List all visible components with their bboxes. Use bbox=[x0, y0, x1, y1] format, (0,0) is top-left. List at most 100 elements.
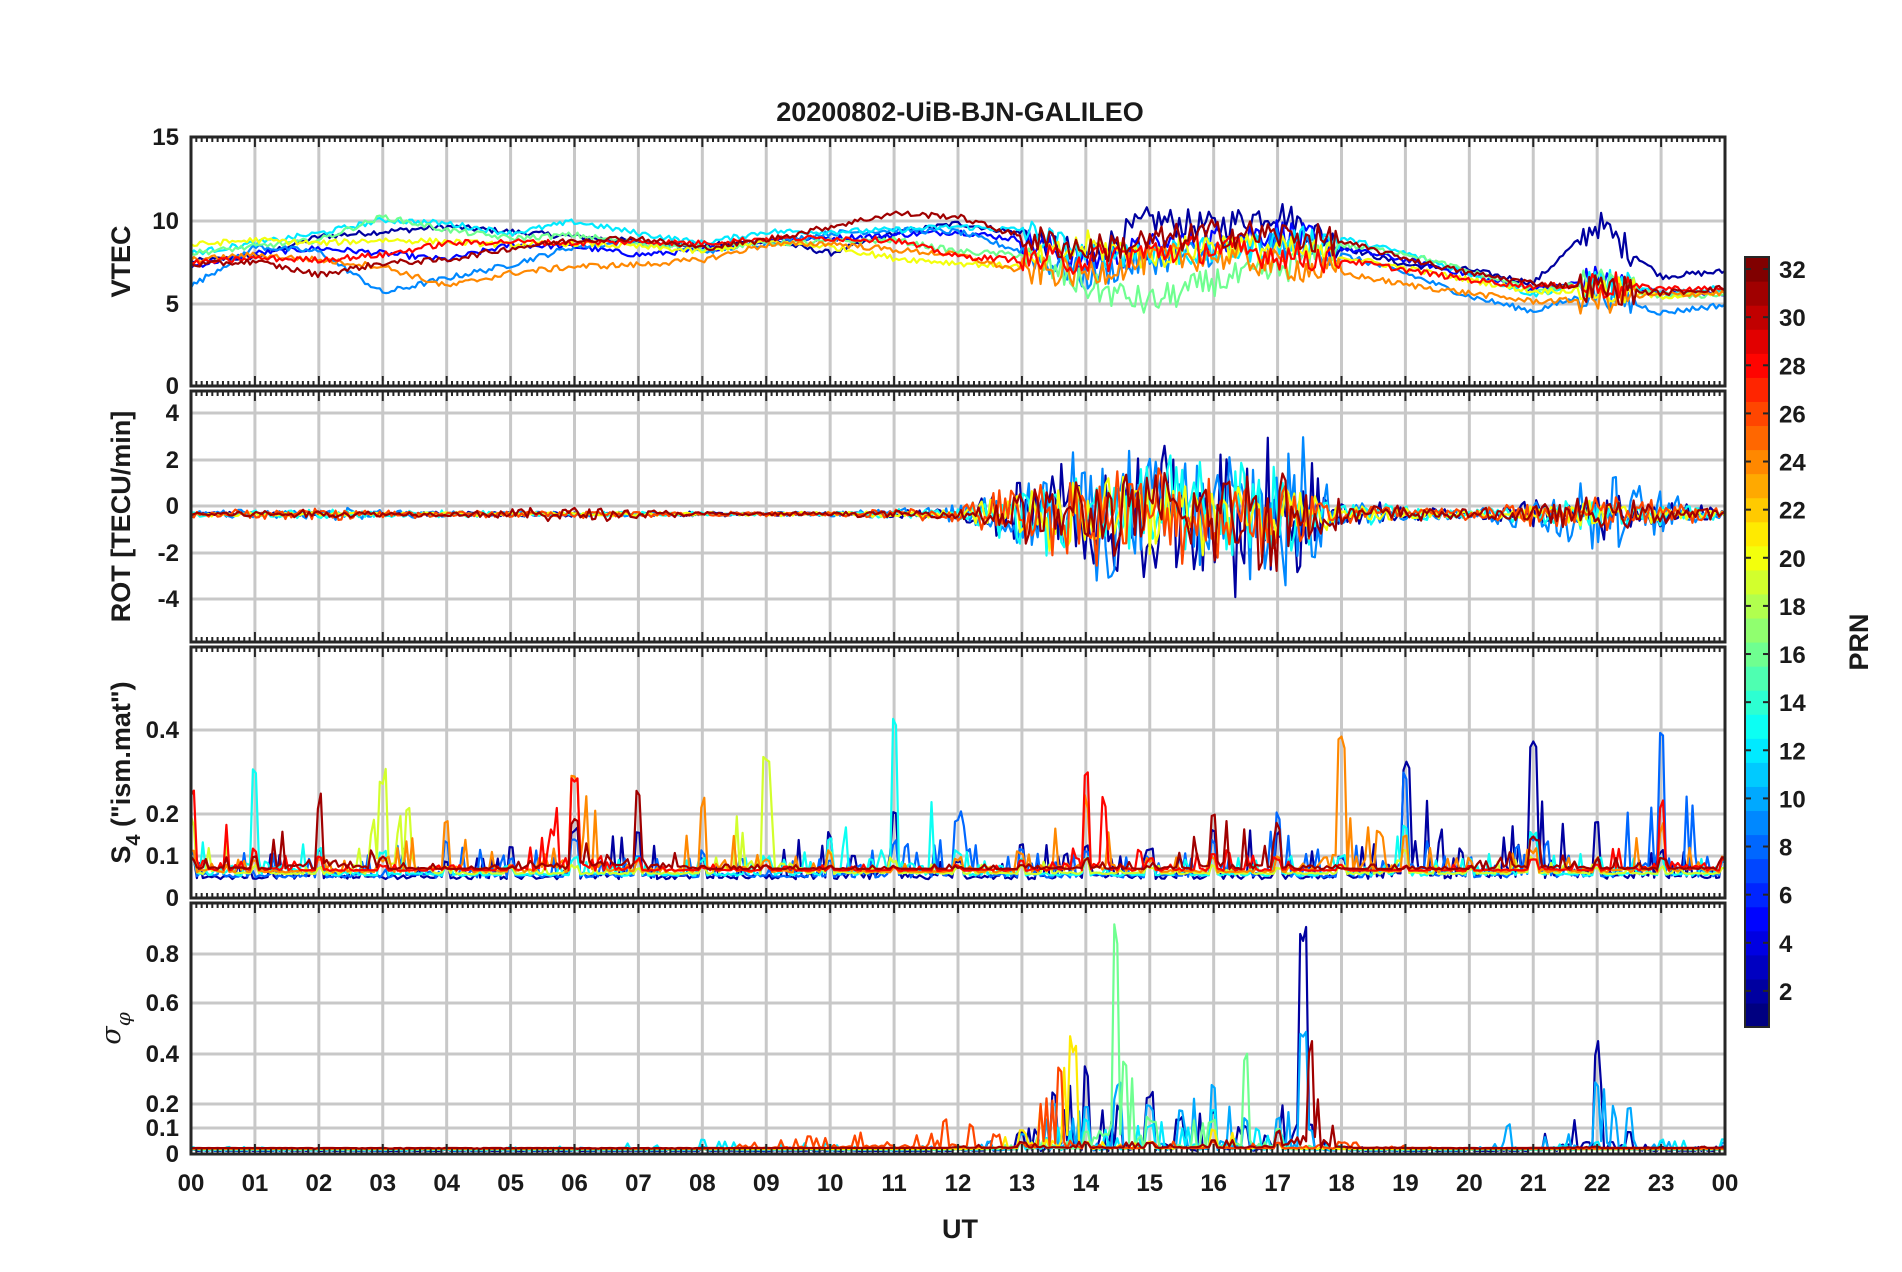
y-axis-label-sigma_phi: σφ bbox=[96, 1012, 135, 1044]
x-tick-label: 02 bbox=[305, 1170, 332, 1197]
y-axis-label-rot: ROT [TECU/min] bbox=[106, 411, 136, 622]
panel-s4: 0 0.1 0.2 0.4S4 ("ism.mat") bbox=[106, 645, 1727, 912]
y-tick-label-rot: 2 bbox=[166, 447, 179, 474]
x-tick-label: 12 bbox=[945, 1170, 972, 1197]
x-tick-label: 00 bbox=[178, 1170, 205, 1197]
x-tick-label: 14 bbox=[1072, 1170, 1099, 1197]
series-line-prn-9 bbox=[191, 226, 1725, 316]
colorbar-segment bbox=[1745, 954, 1769, 980]
colorbar-tick-label: 32 bbox=[1779, 257, 1806, 284]
x-tick-label: 22 bbox=[1584, 1170, 1611, 1197]
colorbar-segment bbox=[1745, 714, 1769, 739]
y-tick-label-rot: -4 bbox=[158, 586, 180, 613]
x-tick-label: 05 bbox=[497, 1170, 524, 1197]
colorbar-segment bbox=[1745, 858, 1769, 884]
y-tick-label-rot: 4 bbox=[166, 400, 180, 427]
series-line-prn-12 bbox=[191, 217, 1725, 302]
y-tick-label-rot: -2 bbox=[158, 540, 179, 567]
y-tick-label-vtec: 5 bbox=[166, 291, 179, 318]
series-line-prn-24 bbox=[191, 240, 1725, 315]
colorbar-segment bbox=[1745, 473, 1769, 499]
colorbar-tick-label: 16 bbox=[1779, 642, 1806, 669]
x-tick-label: 07 bbox=[625, 1170, 652, 1197]
x-tick-label: 11 bbox=[881, 1170, 906, 1197]
colorbar-tick-label: 10 bbox=[1779, 786, 1806, 813]
colorbar-tick-label: 12 bbox=[1779, 738, 1806, 765]
x-tick-label: 15 bbox=[1136, 1170, 1163, 1197]
minor-ticks-vtec bbox=[190, 137, 1726, 386]
colorbar-segment bbox=[1745, 521, 1769, 547]
colorbar-segment bbox=[1745, 666, 1769, 691]
x-tick-label: 21 bbox=[1520, 1170, 1547, 1197]
colorbar-segment bbox=[1745, 425, 1769, 451]
grid-sigma_phi bbox=[189, 903, 1727, 1156]
colorbar-tick-label: 28 bbox=[1779, 353, 1806, 380]
series-s4 bbox=[191, 717, 1725, 881]
minor-ticks-s4 bbox=[190, 647, 1726, 898]
colorbar-label: PRN bbox=[1844, 613, 1874, 670]
colorbar-tick-label: 20 bbox=[1779, 546, 1806, 573]
colorbar-segment bbox=[1745, 906, 1769, 932]
series-line-prn-31 bbox=[191, 471, 1725, 573]
x-tick-label: 19 bbox=[1392, 1170, 1419, 1197]
y-tick-label-vtec: 0 bbox=[166, 373, 179, 400]
series-vtec bbox=[191, 203, 1725, 316]
minor-ticks-rot bbox=[190, 391, 1726, 642]
x-tick-label: 04 bbox=[433, 1170, 460, 1197]
panel-rot: -4 -2 0 2 4 ROT [TECU/min] bbox=[106, 389, 1727, 644]
colorbar-segment bbox=[1745, 1002, 1769, 1028]
panel-vtec: 0 5 10 15 VTEC bbox=[106, 124, 1727, 400]
y-tick-label-sigma_phi: 0.8 bbox=[146, 941, 179, 968]
grid-vtec bbox=[189, 135, 1727, 388]
series-line-prn-31 bbox=[191, 789, 1725, 871]
x-tick-label: 20 bbox=[1456, 1170, 1483, 1197]
colorbar-tick-label: 26 bbox=[1779, 401, 1806, 428]
x-tick-label: 16 bbox=[1200, 1170, 1227, 1197]
series-line-prn-28 bbox=[191, 234, 1725, 299]
colorbar-segment bbox=[1745, 329, 1769, 354]
colorbar-segment bbox=[1745, 617, 1769, 643]
y-tick-label-vtec: 10 bbox=[152, 208, 179, 235]
colorbar-segment bbox=[1745, 377, 1769, 402]
colorbar-frame bbox=[1744, 256, 1770, 1028]
panel-sigma_phi: 00.10.2 0.4 0.6 0.8 σφ bbox=[96, 901, 1727, 1168]
y-tick-label-sigma_phi: 0.4 bbox=[146, 1041, 180, 1068]
y-tick-label-s4: 0.1 bbox=[146, 843, 179, 870]
colorbar-tick-label: 2 bbox=[1779, 979, 1792, 1006]
colorbar-segment bbox=[1745, 810, 1769, 836]
x-tick-label: 10 bbox=[817, 1170, 844, 1197]
y-tick-label-s4: 0.4 bbox=[146, 717, 180, 744]
y-tick-label-sigma_phi: 0.6 bbox=[146, 990, 179, 1017]
x-tick-labels: 00 01 02 03 04 05 06 07 08 09 10 11 12 13 14 15 16 17 18 19… bbox=[178, 1170, 1739, 1197]
series-line-prn-24 bbox=[191, 735, 1725, 874]
x-tick-label: 23 bbox=[1648, 1170, 1675, 1197]
x-tick-label: 18 bbox=[1328, 1170, 1355, 1197]
series-rot bbox=[191, 436, 1725, 599]
x-tick-label: 00 bbox=[1712, 1170, 1739, 1197]
x-tick-label: 13 bbox=[1009, 1170, 1036, 1197]
y-tick-label-s4: 0 bbox=[166, 885, 179, 912]
y-axis-label-vtec: VTEC bbox=[106, 225, 136, 297]
colorbar-segment bbox=[1745, 569, 1769, 595]
x-tick-label: 09 bbox=[753, 1170, 780, 1197]
x-axis-label: UT bbox=[942, 1214, 978, 1244]
y-tick-label-sigma_phi: 0 bbox=[166, 1141, 179, 1168]
y-tick-label-sigma_phi: 0.2 bbox=[146, 1091, 179, 1118]
chart-title: 20200802-UiB-BJN-GALILEO bbox=[776, 97, 1144, 127]
y-tick-label-sigma_phi: 0.1 bbox=[146, 1115, 179, 1142]
colorbar-tick-label: 8 bbox=[1779, 835, 1792, 862]
x-tick-label: 17 bbox=[1264, 1170, 1291, 1197]
y-tick-label-vtec: 15 bbox=[152, 124, 179, 151]
y-tick-label-s4: 0.2 bbox=[146, 801, 179, 828]
colorbar-segment bbox=[1745, 281, 1769, 306]
x-tick-label: 01 bbox=[242, 1170, 269, 1197]
colorbar-tick-label: 14 bbox=[1779, 690, 1806, 717]
colorbar-tick-label: 18 bbox=[1779, 594, 1806, 621]
colorbar-tick-label: 4 bbox=[1779, 931, 1793, 958]
y-axis-label-s4: S4 ("ism.mat") bbox=[106, 681, 145, 863]
series-line-prn-31 bbox=[191, 210, 1725, 306]
colorbar-tick-label: 6 bbox=[1779, 883, 1792, 910]
